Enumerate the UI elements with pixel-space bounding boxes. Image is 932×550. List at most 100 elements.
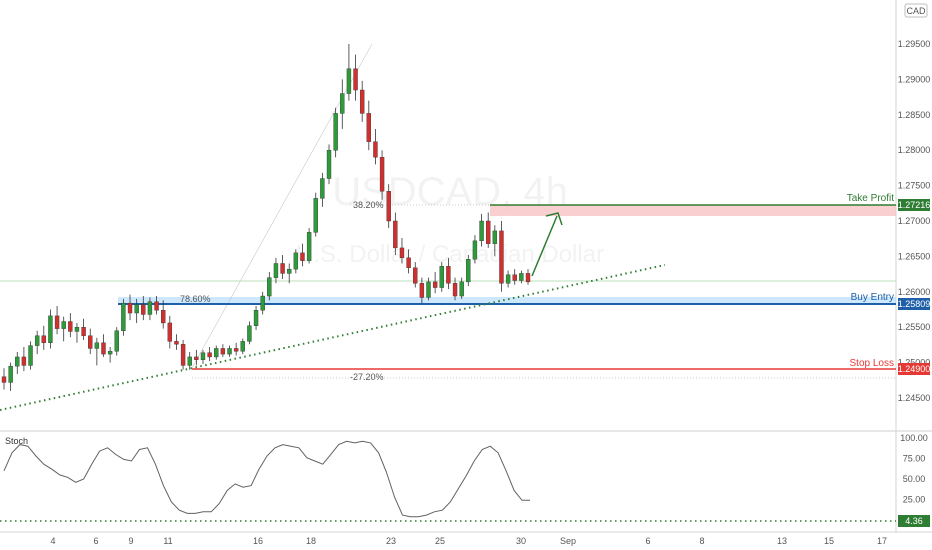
candle[interactable] [359, 80, 365, 122]
take-profit-zone[interactable] [490, 205, 896, 216]
candle[interactable] [366, 100, 371, 151]
candle[interactable] [492, 225, 498, 257]
candle[interactable] [227, 345, 232, 357]
candle[interactable] [233, 342, 239, 356]
candle[interactable] [373, 128, 378, 165]
candle[interactable] [147, 297, 153, 321]
candle[interactable] [54, 305, 60, 335]
candle[interactable] [1, 368, 7, 390]
stop-loss-tag-box [898, 363, 930, 375]
buy-entry-zone[interactable] [118, 297, 896, 305]
candle[interactable] [413, 262, 418, 288]
candle[interactable] [459, 277, 464, 299]
candle[interactable] [340, 79, 345, 129]
candle[interactable] [180, 339, 186, 370]
candle[interactable] [379, 150, 385, 200]
candle[interactable] [472, 235, 478, 264]
candlestick-series[interactable] [1, 44, 531, 391]
candle[interactable] [466, 254, 471, 287]
candle[interactable] [61, 316, 66, 342]
candle[interactable] [160, 300, 166, 329]
time-tick-label: 6 [645, 536, 650, 546]
projection-arrow[interactable] [531, 212, 563, 277]
candle[interactable] [81, 318, 86, 340]
candle[interactable] [320, 172, 325, 207]
candle[interactable] [167, 315, 173, 349]
candle[interactable] [134, 298, 139, 323]
currency-badge-box[interactable] [904, 3, 928, 18]
candle[interactable] [346, 44, 352, 101]
candle[interactable] [207, 347, 212, 362]
candle[interactable] [333, 107, 338, 158]
indicator-name[interactable]: Stoch [5, 436, 28, 446]
candle[interactable] [101, 334, 106, 357]
candle[interactable] [439, 262, 444, 292]
candle[interactable] [452, 277, 458, 301]
candle[interactable] [280, 254, 285, 280]
candle[interactable] [194, 349, 199, 366]
candle[interactable] [386, 184, 391, 229]
candle[interactable] [48, 309, 53, 349]
price-tick-label: 1.25500 [898, 322, 931, 332]
candle[interactable] [326, 144, 332, 185]
time-tick-label: 13 [777, 536, 787, 546]
candle[interactable] [499, 221, 504, 292]
candle[interactable] [426, 277, 431, 301]
candle[interactable] [41, 325, 46, 350]
candle[interactable] [187, 351, 192, 370]
stoch-line[interactable] [3, 440, 530, 518]
candle[interactable] [505, 270, 511, 288]
candle[interactable] [479, 213, 484, 247]
candle[interactable] [525, 269, 531, 285]
candle[interactable] [486, 212, 491, 248]
candle[interactable] [8, 362, 13, 391]
candle[interactable] [15, 351, 20, 374]
trendline[interactable] [0, 264, 666, 411]
candle[interactable] [141, 296, 146, 321]
candle[interactable] [28, 341, 33, 370]
candle[interactable] [174, 334, 179, 350]
candle[interactable] [512, 269, 517, 285]
candle[interactable] [220, 344, 226, 357]
candle[interactable] [68, 313, 73, 338]
candle[interactable] [200, 349, 206, 365]
candle[interactable] [353, 54, 358, 101]
candle[interactable] [293, 249, 299, 274]
candle[interactable] [214, 345, 219, 360]
candle[interactable] [287, 263, 292, 284]
candle[interactable] [114, 327, 119, 356]
candle[interactable] [519, 270, 524, 284]
price-axis[interactable] [896, 0, 932, 550]
take-profit-tag-box [898, 199, 930, 211]
candle[interactable] [94, 337, 100, 366]
candle[interactable] [419, 277, 425, 304]
candle[interactable] [107, 347, 113, 363]
candle[interactable] [406, 249, 411, 274]
candle[interactable] [306, 228, 312, 264]
candle[interactable] [300, 243, 305, 267]
candle[interactable] [313, 192, 318, 237]
candle[interactable] [240, 338, 245, 355]
candle[interactable] [253, 305, 259, 331]
candle[interactable] [127, 294, 133, 321]
candle[interactable] [121, 298, 126, 336]
candle[interactable] [21, 347, 27, 372]
candle[interactable] [273, 257, 279, 284]
currency-badge[interactable]: CAD [906, 6, 926, 16]
time-tick-label: 16 [253, 536, 263, 546]
candle[interactable] [74, 322, 80, 343]
candle[interactable] [88, 328, 93, 355]
candle[interactable] [34, 330, 40, 355]
candle[interactable] [154, 296, 159, 315]
candle[interactable] [247, 321, 252, 345]
time-tick-label: 4 [50, 536, 55, 546]
candle[interactable] [260, 291, 265, 315]
candle[interactable] [393, 212, 398, 255]
candle[interactable] [267, 271, 272, 301]
buy-entry-tag: 1.25809 [898, 299, 931, 309]
candle[interactable] [399, 237, 405, 264]
candle[interactable] [446, 257, 451, 289]
stoch-tick-label: 25.00 [903, 495, 926, 505]
candle[interactable] [432, 271, 438, 294]
